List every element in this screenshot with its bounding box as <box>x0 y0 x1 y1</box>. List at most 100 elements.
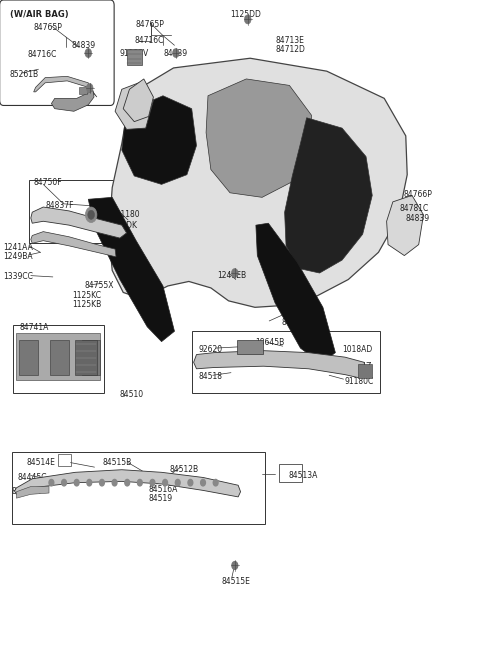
Text: 1249EB: 1249EB <box>217 271 247 280</box>
Polygon shape <box>285 118 372 273</box>
Text: 84515B: 84515B <box>103 458 132 467</box>
Polygon shape <box>206 79 312 197</box>
Polygon shape <box>31 207 127 238</box>
Polygon shape <box>16 487 49 498</box>
Text: 97403: 97403 <box>37 336 61 345</box>
Polygon shape <box>88 197 174 342</box>
Polygon shape <box>123 79 154 122</box>
Bar <box>358 364 372 378</box>
Bar <box>237 340 263 354</box>
Text: 84510B: 84510B <box>281 318 311 327</box>
Text: 1249BA: 1249BA <box>3 252 33 261</box>
Text: 1241AA: 1241AA <box>3 243 34 252</box>
Text: 1125DD: 1125DD <box>230 10 261 19</box>
Text: 84514Z: 84514Z <box>342 362 372 371</box>
Text: 84712D: 84712D <box>275 45 305 54</box>
Polygon shape <box>115 81 154 129</box>
Circle shape <box>201 479 205 486</box>
Bar <box>79 87 87 94</box>
Text: 84512B: 84512B <box>170 465 199 474</box>
Circle shape <box>231 269 238 278</box>
Polygon shape <box>256 223 336 364</box>
Text: 84445C: 84445C <box>18 473 48 482</box>
Polygon shape <box>14 470 240 497</box>
Circle shape <box>61 479 66 486</box>
Text: 84519: 84519 <box>149 494 173 503</box>
Text: H81180: H81180 <box>110 210 140 219</box>
Text: 84839: 84839 <box>164 49 188 58</box>
Text: 84765P: 84765P <box>34 23 62 32</box>
Text: 85839: 85839 <box>21 372 45 381</box>
Bar <box>12 452 265 524</box>
Bar <box>192 331 380 393</box>
Text: 84839: 84839 <box>406 214 430 223</box>
Text: 84837F: 84837F <box>45 201 73 210</box>
Text: 84750F: 84750F <box>34 178 62 187</box>
Text: 84515E: 84515E <box>221 576 250 586</box>
Circle shape <box>188 479 193 486</box>
Polygon shape <box>193 351 366 378</box>
Circle shape <box>232 562 238 569</box>
Text: 1229DK: 1229DK <box>108 221 137 230</box>
Polygon shape <box>31 232 116 257</box>
Text: 91198V: 91198V <box>120 49 149 58</box>
Polygon shape <box>109 58 407 307</box>
Circle shape <box>85 49 92 58</box>
Text: 1018AD: 1018AD <box>342 345 372 354</box>
Circle shape <box>49 479 54 486</box>
Text: 84514E: 84514E <box>26 458 55 467</box>
Text: 84519B: 84519B <box>198 358 228 367</box>
Text: 85261B: 85261B <box>10 70 39 79</box>
Circle shape <box>87 479 92 486</box>
Bar <box>19 340 37 375</box>
Bar <box>75 340 97 375</box>
Text: 84716C: 84716C <box>134 36 164 45</box>
Text: 97420: 97420 <box>67 372 92 381</box>
Bar <box>279 464 302 482</box>
Text: 84741A: 84741A <box>19 323 48 332</box>
Circle shape <box>163 479 168 486</box>
Text: 84755X: 84755X <box>85 281 114 291</box>
Circle shape <box>150 479 155 486</box>
Bar <box>82 340 100 375</box>
Text: 84518: 84518 <box>198 372 222 381</box>
Circle shape <box>213 479 218 486</box>
Bar <box>127 49 142 65</box>
Circle shape <box>88 210 95 219</box>
Bar <box>58 454 71 466</box>
Bar <box>29 180 136 243</box>
Text: (W/AIR BAG): (W/AIR BAG) <box>10 10 68 19</box>
Text: 84839: 84839 <box>72 41 96 50</box>
Circle shape <box>85 207 97 223</box>
Polygon shape <box>51 91 94 111</box>
Circle shape <box>86 83 93 93</box>
Polygon shape <box>386 195 423 256</box>
Circle shape <box>125 479 130 486</box>
Bar <box>50 340 69 375</box>
Text: 84713E: 84713E <box>275 36 304 45</box>
Text: 84781C: 84781C <box>399 204 429 213</box>
Text: 1125KC: 1125KC <box>72 291 101 300</box>
Circle shape <box>137 479 142 486</box>
Text: 91180C: 91180C <box>345 377 374 386</box>
Text: 84766P: 84766P <box>403 190 432 199</box>
Text: 1125KB: 1125KB <box>72 300 101 309</box>
Text: 1339CC: 1339CC <box>3 272 34 281</box>
Text: 84560A: 84560A <box>12 487 41 496</box>
Text: 84765P: 84765P <box>135 20 164 29</box>
Circle shape <box>244 15 251 24</box>
Circle shape <box>99 479 104 486</box>
Text: 84716C: 84716C <box>27 50 57 60</box>
Circle shape <box>112 479 117 486</box>
Text: 97410: 97410 <box>55 344 79 353</box>
Text: 92620: 92620 <box>198 345 223 354</box>
Circle shape <box>172 49 179 58</box>
Bar <box>13 325 104 393</box>
Polygon shape <box>122 96 196 184</box>
Circle shape <box>175 479 180 486</box>
Text: 18645B: 18645B <box>255 338 284 347</box>
Bar <box>16 333 100 380</box>
Text: 84510: 84510 <box>120 390 144 399</box>
Polygon shape <box>34 76 97 97</box>
Text: 84513A: 84513A <box>288 471 318 480</box>
